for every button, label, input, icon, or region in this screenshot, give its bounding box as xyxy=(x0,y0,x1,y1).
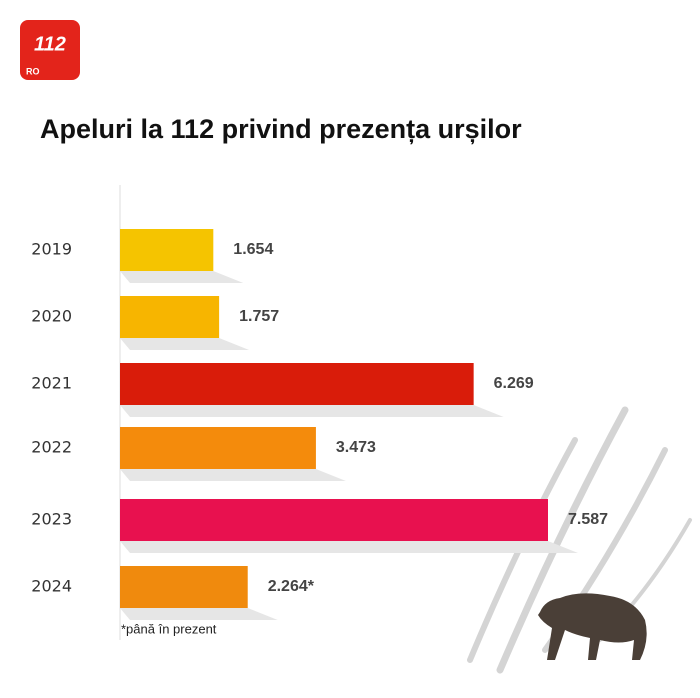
bar-shadow xyxy=(120,541,578,553)
value-label: 2.264* xyxy=(268,578,315,595)
bar-shadow xyxy=(120,608,278,620)
logo: 112 RO xyxy=(20,20,80,80)
chart-title: Apeluri la 112 privind prezența urșilor xyxy=(40,114,522,144)
value-label: 6.269 xyxy=(494,375,534,392)
y-tick-label: 2020 xyxy=(31,307,72,326)
bar-shadow xyxy=(120,469,346,481)
bar xyxy=(120,427,316,469)
value-label: 1.757 xyxy=(239,308,279,325)
logo-country: RO xyxy=(26,66,40,76)
bar xyxy=(120,296,220,338)
bar-shadow xyxy=(120,338,250,350)
bar xyxy=(120,363,474,405)
footnote: *până în prezent xyxy=(121,621,217,636)
bar-shadow xyxy=(120,271,244,283)
y-tick-label: 2022 xyxy=(31,438,72,457)
y-tick-label: 2023 xyxy=(31,510,72,529)
value-label: 7.587 xyxy=(568,511,608,528)
logo-number: 112 xyxy=(34,33,66,55)
bear xyxy=(538,593,647,660)
bar xyxy=(120,566,248,608)
bar xyxy=(120,229,214,271)
bar-shadow xyxy=(120,405,504,417)
logo-badge xyxy=(20,20,80,80)
y-tick-label: 2019 xyxy=(31,240,72,259)
y-tick-label: 2024 xyxy=(31,577,72,596)
y-tick-label: 2021 xyxy=(31,374,72,393)
value-label: 3.473 xyxy=(336,439,376,456)
value-label: 1.654 xyxy=(233,241,273,258)
bar xyxy=(120,499,548,541)
